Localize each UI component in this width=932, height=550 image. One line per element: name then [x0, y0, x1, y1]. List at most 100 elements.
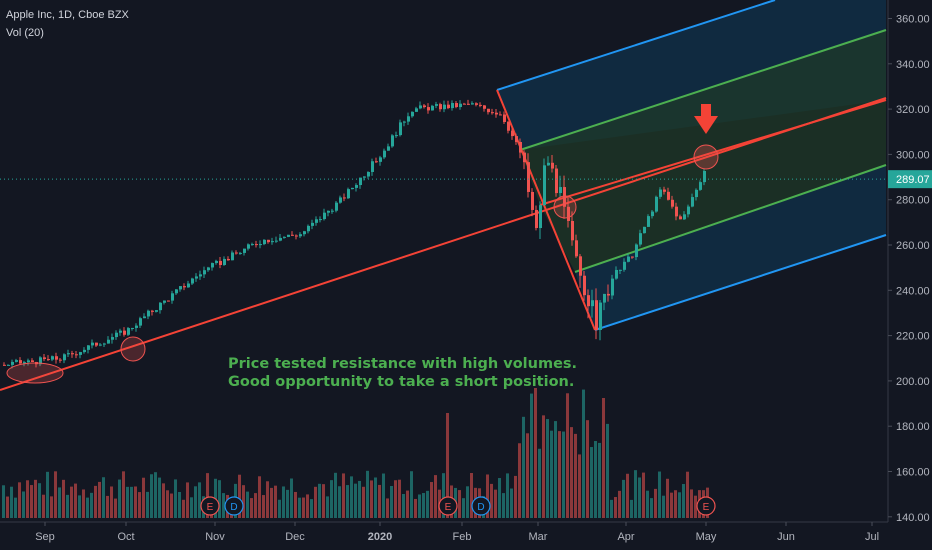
chart-legend: Apple Inc, 1D, Cboe BZX Vol (20) [6, 6, 129, 42]
volume-bar [658, 471, 661, 518]
candle-body [391, 135, 394, 147]
candle-body [243, 248, 246, 253]
volume-bar [354, 483, 357, 518]
volume-bar [298, 497, 301, 518]
candle-body [43, 357, 46, 360]
candle-body [399, 122, 402, 136]
volume-bar [342, 473, 345, 518]
volume-bar [142, 477, 145, 518]
candle-body [495, 112, 498, 115]
candle-body [663, 189, 666, 192]
candle-body [147, 310, 150, 317]
volume-bar [442, 473, 445, 518]
earnings-event-icon: E [200, 496, 220, 516]
candle-body [171, 293, 174, 301]
arrow-shaft [701, 104, 711, 118]
candle-body [307, 225, 310, 232]
event-label: E [207, 502, 214, 513]
earnings-event-icon: E [438, 496, 458, 516]
candle-body [51, 356, 54, 360]
candle-body [327, 210, 330, 213]
volume-bar [502, 493, 505, 518]
candle-body [219, 260, 222, 266]
x-tick-label: Mar [529, 531, 548, 543]
candle-body [655, 196, 658, 212]
candle-body [47, 359, 50, 361]
candle-body [619, 269, 622, 271]
volume-bar [350, 476, 353, 518]
volume-bar [490, 483, 493, 518]
x-tick-label: Oct [117, 531, 134, 543]
candle-body [271, 241, 274, 243]
volume-bar [566, 393, 569, 518]
candle-body [127, 328, 130, 335]
candle-body [195, 276, 198, 279]
volume-bar [118, 479, 121, 518]
candle-body [423, 105, 426, 108]
candle-body [95, 342, 98, 346]
candle-body [167, 300, 170, 302]
candle-body [543, 165, 546, 206]
candle-body [623, 261, 626, 270]
candle-body [519, 141, 522, 153]
volume-bar [386, 498, 389, 518]
volume-bar [10, 486, 13, 518]
volume-bar [650, 498, 653, 518]
volume-bar [630, 499, 633, 518]
channel-line-lower-outer [594, 234, 887, 331]
volume-bar [6, 496, 9, 518]
volume-bar [106, 495, 109, 518]
candle-body [55, 356, 58, 360]
symbol-title[interactable]: Apple Inc, 1D, Cboe BZX [6, 9, 129, 21]
candle-body [339, 197, 342, 203]
volume-bar [34, 479, 37, 518]
volume-bar [382, 473, 385, 518]
candle-body [547, 162, 550, 166]
touch-marker [6, 362, 64, 384]
candle-body [627, 256, 630, 262]
candle-body [387, 146, 390, 151]
y-tick-label: 180.00 [896, 421, 930, 433]
channel-fill-lower-inner [540, 100, 886, 272]
volume-bar [598, 442, 601, 518]
candle-body [595, 300, 598, 330]
volume-bar [150, 474, 153, 518]
candle-body [575, 240, 578, 257]
support-trendline [0, 97, 887, 391]
candle-body [199, 274, 202, 277]
volume-bars [2, 388, 709, 518]
volume-bar [330, 480, 333, 518]
candle-body [523, 152, 526, 163]
volume-bar [510, 488, 513, 518]
candle-body [599, 302, 602, 330]
candle-body [567, 206, 570, 221]
candle-body [283, 236, 286, 238]
candle-body [223, 258, 226, 266]
event-circle [224, 496, 244, 516]
volume-bar [418, 494, 421, 518]
candle-body [439, 104, 442, 110]
y-tick-label: 140.00 [896, 512, 930, 524]
candle-body [639, 233, 642, 245]
volume-bar [626, 473, 629, 518]
volume-bar [102, 477, 105, 518]
volume-indicator-title[interactable]: Vol (20) [6, 27, 44, 39]
candle-body [183, 286, 186, 288]
volume-bar [198, 482, 201, 518]
volume-bar [514, 475, 517, 518]
candle-body [535, 209, 538, 229]
candle-body [459, 103, 462, 108]
volume-bar [670, 492, 673, 518]
candle-body [163, 300, 166, 303]
volume-bar [562, 431, 565, 518]
candle-body [691, 197, 694, 207]
volume-bar [426, 490, 429, 518]
x-tick-label: 2020 [368, 531, 392, 543]
candle-body [303, 231, 306, 235]
candle-body [615, 269, 618, 279]
candle-body [123, 330, 126, 335]
volume-bar [346, 485, 349, 518]
volume-bar [458, 490, 461, 518]
volume-bar [690, 489, 693, 518]
